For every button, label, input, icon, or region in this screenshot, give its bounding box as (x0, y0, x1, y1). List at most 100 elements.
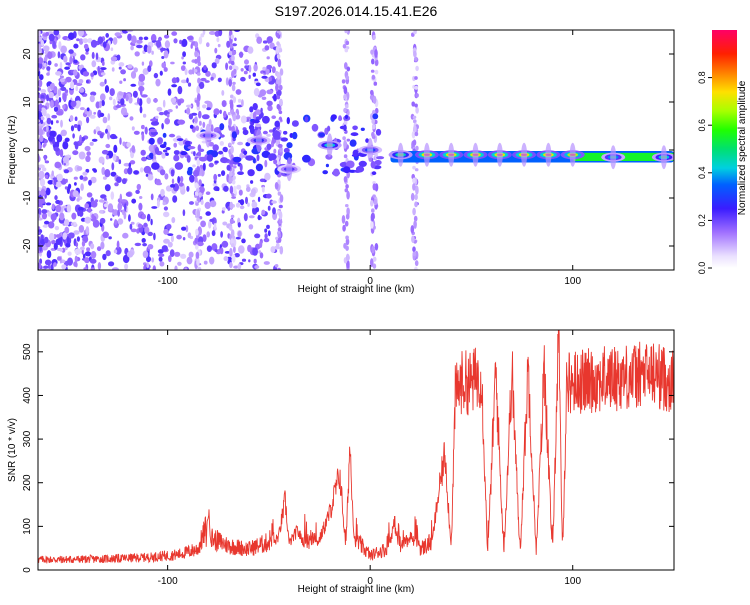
spectrogram-noise-speck (225, 62, 229, 71)
snr-frame (37, 329, 675, 571)
spectrogram-noise-speck (85, 51, 89, 55)
spectrogram-band-speck (187, 166, 193, 172)
spectrogram-noise-speck (116, 176, 122, 183)
spectrogram-streak-speck (370, 200, 374, 207)
spectrogram-noise-speck (174, 265, 178, 270)
spectrogram-noise-speck (137, 97, 140, 105)
spectrogram-streak-speck (196, 188, 200, 193)
spectrogram-noise-speck (118, 159, 122, 165)
spectrogram-noise-speck (248, 215, 255, 219)
spectrogram-noise-speck (261, 96, 267, 101)
spectrogram-noise-speck (84, 145, 91, 152)
spectrogram-streak-speck (196, 157, 201, 167)
spectrogram-noise-speck (57, 51, 61, 59)
spectrogram-noise-speck (259, 89, 267, 97)
spectrogram-streak-speck (229, 185, 234, 194)
snr-x-label: Height of straight line (km) (298, 584, 415, 595)
spectrogram-noise-speck (76, 198, 80, 202)
spectrogram-band-speck (283, 130, 288, 135)
spectrogram-noise-layer (38, 30, 420, 270)
spectrogram-noise-speck (231, 196, 237, 199)
spectrogram-noise-speck (118, 66, 122, 70)
spectrogram-noise-speck (163, 50, 169, 59)
spectrogram-noise-speck (213, 108, 220, 116)
snr-marks (38, 330, 674, 564)
spectrogram-noise-speck (171, 217, 176, 224)
spectrogram-streak-speck (275, 33, 280, 38)
spectrogram-band-speck (372, 113, 379, 120)
spectrogram-noise-speck (90, 200, 98, 208)
spectrogram-noise-speck (221, 90, 225, 96)
spectrogram-streak-speck (412, 139, 417, 146)
x-tick-label: 0 (367, 276, 373, 287)
spectrogram-noise-speck (193, 151, 196, 157)
spectrogram-streak-speck (344, 188, 349, 193)
spectrogram-noise-speck (38, 207, 42, 216)
spectrogram-noise-speck (214, 47, 218, 54)
spectrogram-noise-speck (54, 195, 58, 201)
spectrogram-noise-speck (253, 258, 257, 264)
spectrogram-band-speck (159, 144, 167, 149)
spectrogram-noise-speck (73, 230, 80, 235)
spectrogram-noise-speck (55, 199, 61, 205)
spectrogram-noise-speck (97, 65, 100, 74)
spectrogram-noise-speck (60, 119, 63, 128)
spectrogram-noise-speck (38, 189, 41, 197)
spectrogram-noise-speck (186, 107, 191, 115)
spectrogram-noise-speck (39, 74, 44, 81)
spectrogram-noise-speck (47, 180, 54, 185)
spectrogram-streak-speck (230, 243, 235, 248)
spectrogram-band-speck (327, 125, 331, 132)
spectrogram-noise-speck (90, 39, 98, 48)
spectrogram-noise-speck (150, 34, 157, 43)
spectrogram-streak-speck (370, 212, 375, 222)
spectrogram-streak-speck (279, 194, 284, 203)
spectrogram-noise-speck (79, 87, 85, 93)
spectrogram-noise-speck (161, 62, 166, 69)
spectrogram-band-speck (229, 160, 233, 165)
spectrogram-noise-speck (98, 199, 105, 203)
spectrogram-noise-speck (78, 151, 86, 160)
spectrogram-noise-speck (126, 142, 131, 148)
spectrogram-noise-speck (141, 156, 147, 162)
spectrogram-noise-speck (58, 41, 62, 50)
spectrogram-noise-speck (262, 40, 268, 44)
spectrogram-streak-speck (230, 214, 235, 219)
spectrogram-noise-speck (167, 241, 173, 248)
spectrogram-noise-speck (84, 203, 89, 209)
y-tick-label: 200 (22, 474, 33, 491)
spectrogram-noise-speck (75, 242, 79, 248)
spectrogram-noise-speck (55, 181, 62, 188)
spectrogram-noise-speck (257, 196, 261, 202)
spectrogram-noise-speck (67, 251, 72, 256)
spectrogram-streak-speck (228, 79, 232, 87)
spectrogram-streak-speck (198, 36, 203, 45)
spectrogram-noise-speck (259, 240, 263, 249)
spectrogram-noise-speck (125, 94, 129, 102)
spectrogram-noise-speck (61, 205, 67, 209)
spectrogram-streak-speck (194, 191, 199, 196)
spectrogram-band-speck (371, 171, 377, 176)
spectrogram-noise-speck (63, 169, 70, 174)
spectrogram-noise-speck (73, 69, 78, 76)
spectrogram-band-speck (350, 132, 359, 137)
spectrogram-streak-speck (414, 266, 418, 270)
colorbar: 0.0 0.2 0.4 0.6 0.8 Normalized spectral ampl… (697, 30, 748, 274)
spectrogram-band-speck (219, 123, 225, 131)
spectrogram-band-speck (360, 127, 365, 131)
spectrogram-noise-speck (112, 153, 117, 162)
spectrogram-band-speck (189, 124, 194, 129)
spectrogram-noise-speck (101, 167, 105, 175)
spectrogram-noise-speck (108, 236, 112, 240)
spectrogram-noise-speck (100, 72, 106, 76)
spectrogram-noise-speck (266, 100, 273, 107)
spectrogram-noise-speck (153, 72, 159, 79)
spectrogram-noise-speck (100, 67, 107, 71)
spectrogram-noise-speck (223, 185, 229, 192)
spectrogram-streak-speck (196, 258, 200, 267)
spectrogram-noise-speck (73, 261, 77, 267)
spectrogram-noise-speck (164, 40, 170, 49)
spectrogram-band-speck (291, 120, 299, 127)
spectrogram-streak-speck (412, 165, 416, 170)
spectrogram-noise-speck (155, 182, 163, 186)
